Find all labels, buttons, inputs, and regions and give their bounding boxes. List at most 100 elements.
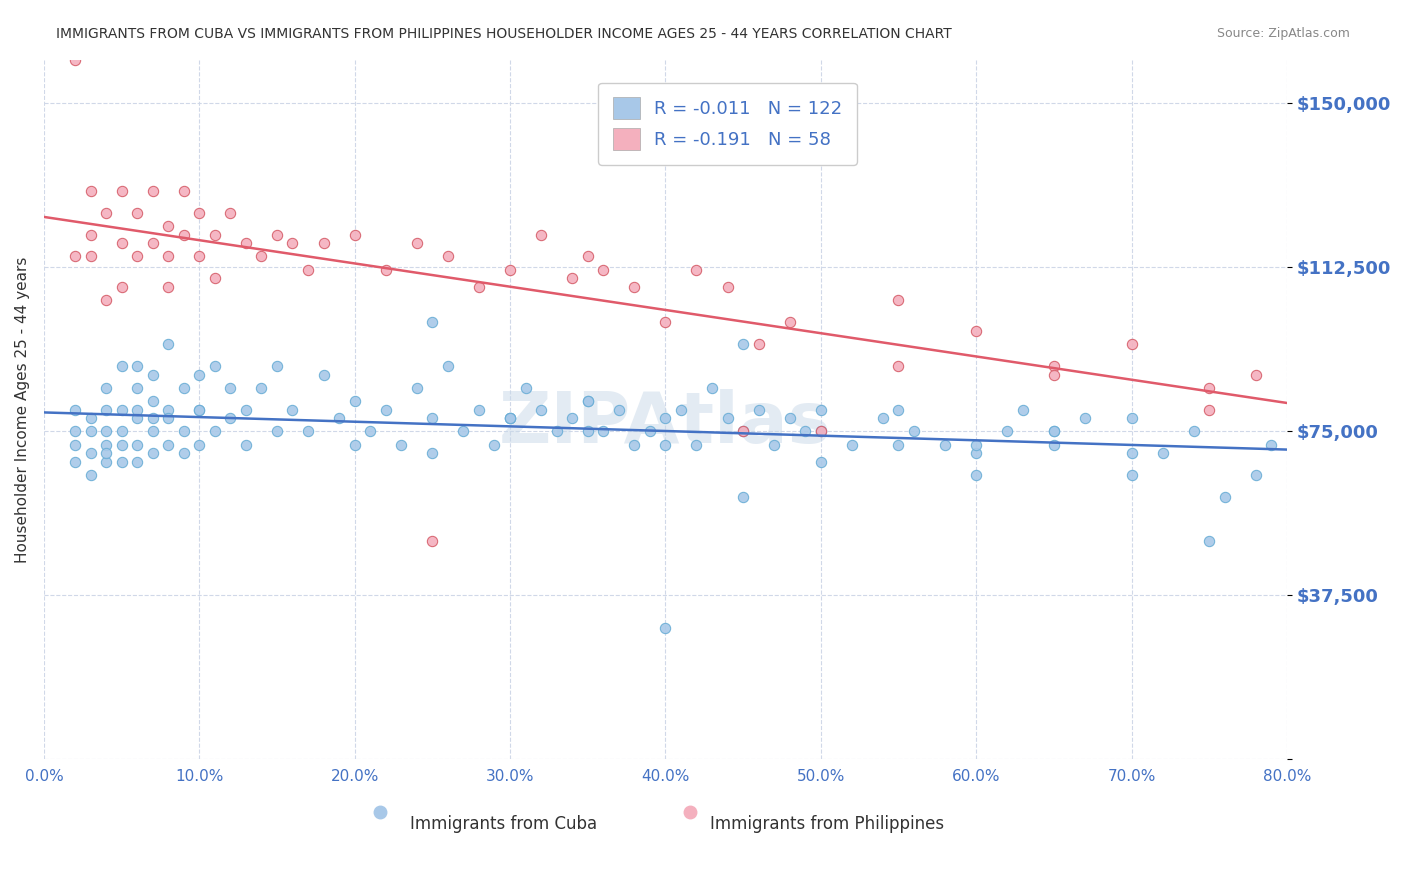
Point	[359, 425, 381, 439]
Point	[592, 425, 614, 439]
Point	[638, 425, 661, 439]
Point	[1074, 411, 1097, 425]
Point	[142, 393, 165, 408]
Point	[374, 262, 396, 277]
Point	[127, 402, 149, 417]
Point	[281, 236, 304, 251]
Point	[654, 437, 676, 451]
Point	[1244, 368, 1267, 382]
Point	[420, 315, 443, 329]
Point	[235, 236, 257, 251]
Point	[965, 446, 987, 460]
Point	[1244, 468, 1267, 483]
Point	[204, 359, 226, 373]
Point	[794, 425, 817, 439]
Point	[173, 227, 195, 242]
Point	[110, 425, 132, 439]
Point	[127, 205, 149, 219]
Point	[188, 205, 211, 219]
Point	[669, 402, 692, 417]
Point	[63, 249, 86, 263]
Point	[79, 425, 101, 439]
Point	[157, 437, 180, 451]
Point	[204, 425, 226, 439]
Legend: R = -0.011   N = 122, R = -0.191   N = 58: R = -0.011 N = 122, R = -0.191 N = 58	[599, 83, 856, 165]
Point	[63, 455, 86, 469]
Point	[810, 455, 832, 469]
Point	[250, 249, 273, 263]
Point	[79, 411, 101, 425]
Text: ZIPAtlas: ZIPAtlas	[499, 389, 832, 458]
Point	[343, 437, 366, 451]
Point	[499, 411, 522, 425]
Point	[142, 184, 165, 198]
Point	[79, 249, 101, 263]
Point	[1152, 446, 1174, 460]
Point	[530, 227, 553, 242]
Point	[250, 381, 273, 395]
Point	[733, 490, 755, 504]
Text: Immigrants from Philippines: Immigrants from Philippines	[710, 815, 943, 833]
Point	[841, 437, 863, 451]
Point	[142, 236, 165, 251]
Point	[965, 437, 987, 451]
Point	[63, 437, 86, 451]
Point	[405, 236, 427, 251]
Point	[887, 293, 910, 308]
Point	[110, 437, 132, 451]
Point	[188, 249, 211, 263]
Point	[561, 271, 583, 285]
Point	[110, 280, 132, 294]
Point	[343, 393, 366, 408]
Point	[94, 437, 117, 451]
Point	[1121, 411, 1143, 425]
Point	[1043, 359, 1066, 373]
Point	[142, 446, 165, 460]
Point	[79, 184, 101, 198]
Point	[142, 425, 165, 439]
Point	[142, 368, 165, 382]
Point	[420, 446, 443, 460]
Point	[1198, 533, 1220, 548]
Point	[110, 184, 132, 198]
Point	[607, 402, 630, 417]
Point	[576, 393, 599, 408]
Point	[1260, 437, 1282, 451]
Point	[94, 293, 117, 308]
Point	[94, 425, 117, 439]
Point	[297, 262, 319, 277]
Point	[484, 437, 506, 451]
Point	[654, 315, 676, 329]
Text: Immigrants from Cuba: Immigrants from Cuba	[411, 815, 598, 833]
Point	[110, 359, 132, 373]
Point	[204, 227, 226, 242]
Point	[63, 402, 86, 417]
Point	[1043, 425, 1066, 439]
Point	[887, 359, 910, 373]
Point	[748, 337, 770, 351]
Point	[173, 425, 195, 439]
Point	[389, 437, 412, 451]
Point	[235, 437, 257, 451]
Point	[94, 446, 117, 460]
Point	[343, 227, 366, 242]
Point	[188, 368, 211, 382]
Point	[576, 393, 599, 408]
Point	[127, 359, 149, 373]
Point	[468, 402, 491, 417]
Point	[685, 262, 707, 277]
Text: Source: ZipAtlas.com: Source: ZipAtlas.com	[1216, 27, 1350, 40]
Point	[127, 437, 149, 451]
Point	[312, 236, 335, 251]
Point	[94, 381, 117, 395]
Point	[1121, 468, 1143, 483]
Point	[312, 368, 335, 382]
Point	[127, 249, 149, 263]
Point	[374, 402, 396, 417]
Point	[157, 219, 180, 233]
Point	[328, 411, 350, 425]
Point	[934, 437, 956, 451]
Point	[887, 437, 910, 451]
Point	[499, 411, 522, 425]
Point	[530, 402, 553, 417]
